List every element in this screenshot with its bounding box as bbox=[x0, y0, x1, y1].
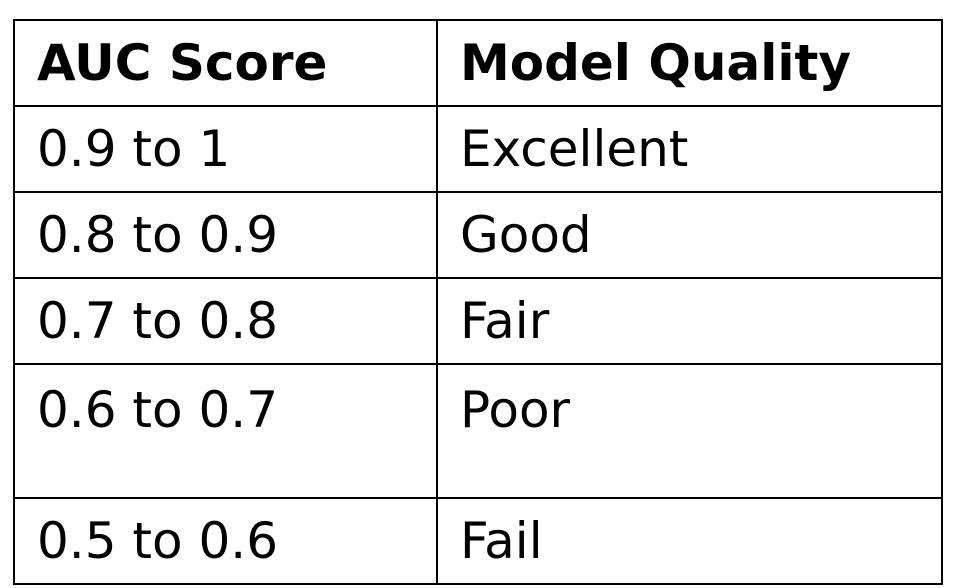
header-model-quality: Model Quality bbox=[436, 19, 943, 107]
table-row: 0.5 to 0.6 Fail bbox=[13, 497, 943, 585]
table-row: 0.8 to 0.9 Good bbox=[13, 191, 943, 279]
table-header: AUC Score Model Quality bbox=[13, 19, 943, 107]
header-auc-score: AUC Score bbox=[13, 19, 438, 107]
cell-auc-score: 0.9 to 1 bbox=[13, 105, 438, 193]
table-row: 0.6 to 0.7 Poor bbox=[13, 363, 943, 499]
cell-model-quality: Excellent bbox=[436, 105, 943, 193]
table-body: 0.9 to 1 Excellent 0.8 to 0.9 Good 0.7 t… bbox=[13, 105, 943, 585]
cell-auc-score: 0.6 to 0.7 bbox=[13, 363, 438, 499]
cell-model-quality: Poor bbox=[436, 363, 943, 499]
table-row: 0.7 to 0.8 Fair bbox=[13, 277, 943, 365]
cell-auc-score: 0.5 to 0.6 bbox=[13, 497, 438, 585]
cell-auc-score: 0.7 to 0.8 bbox=[13, 277, 438, 365]
cell-model-quality: Fair bbox=[436, 277, 943, 365]
header-row: AUC Score Model Quality bbox=[13, 19, 943, 107]
auc-quality-table: AUC Score Model Quality 0.9 to 1 Excelle… bbox=[13, 19, 943, 585]
cell-auc-score: 0.8 to 0.9 bbox=[13, 191, 438, 279]
cell-model-quality: Fail bbox=[436, 497, 943, 585]
table-row: 0.9 to 1 Excellent bbox=[13, 105, 943, 193]
cell-model-quality: Good bbox=[436, 191, 943, 279]
